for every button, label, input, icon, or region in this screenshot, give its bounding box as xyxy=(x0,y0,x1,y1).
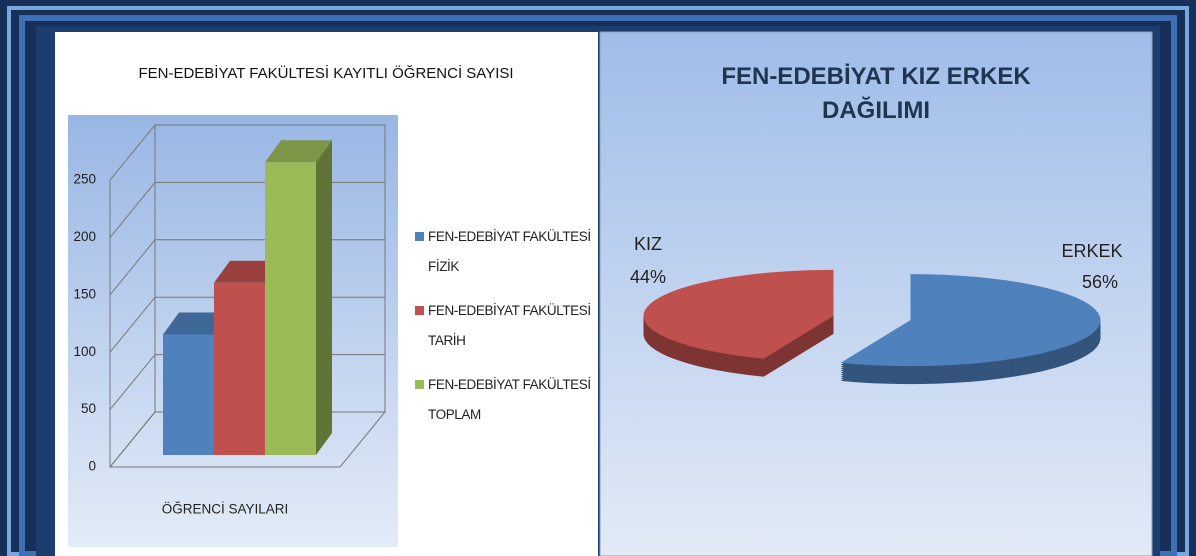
legend-marker xyxy=(415,306,424,315)
bar xyxy=(163,334,214,455)
legend-marker xyxy=(415,232,424,241)
slice xyxy=(643,269,834,359)
slice-value-label: 56% xyxy=(1082,272,1118,292)
slice-label: ERKEK xyxy=(1061,241,1122,261)
slice xyxy=(840,274,1101,367)
bar-top xyxy=(265,140,332,163)
legend-marker xyxy=(415,380,424,389)
x-tick-label: ÖĞRENCİ SAYILARI xyxy=(162,502,289,517)
legend-label: FEN-EDEBİYAT FAKÜLTESİ FİZİK xyxy=(428,229,591,274)
bar-top xyxy=(214,260,281,283)
slice-label: KIZ xyxy=(634,234,662,254)
y-tick-label: 150 xyxy=(73,286,96,301)
bar-top xyxy=(163,312,230,335)
chart-title: FEN-EDEBİYAT KIZ ERKEK DAĞILIMI xyxy=(721,63,1031,124)
grid-line xyxy=(109,124,385,181)
legend-label: FEN-EDEBİYAT FAKÜLTESİ TOPLAM xyxy=(428,377,591,422)
slice-value-label: 44% xyxy=(630,267,666,287)
y-tick-label: 200 xyxy=(73,229,96,244)
y-tick-label: 0 xyxy=(88,459,96,474)
y-tick-label: 100 xyxy=(73,344,96,359)
y-tick-label: 50 xyxy=(81,401,96,416)
legend-label: FEN-EDEBİYAT FAKÜLTESİ TARİH xyxy=(428,303,591,348)
chart-title: FEN-EDEBİYAT FAKÜLTESİ KAYITLI ÖĞRENCİ S… xyxy=(138,64,513,82)
bar xyxy=(265,162,316,455)
y-tick-label: 250 xyxy=(73,172,96,187)
bar xyxy=(214,282,265,455)
bar-side xyxy=(316,140,332,455)
